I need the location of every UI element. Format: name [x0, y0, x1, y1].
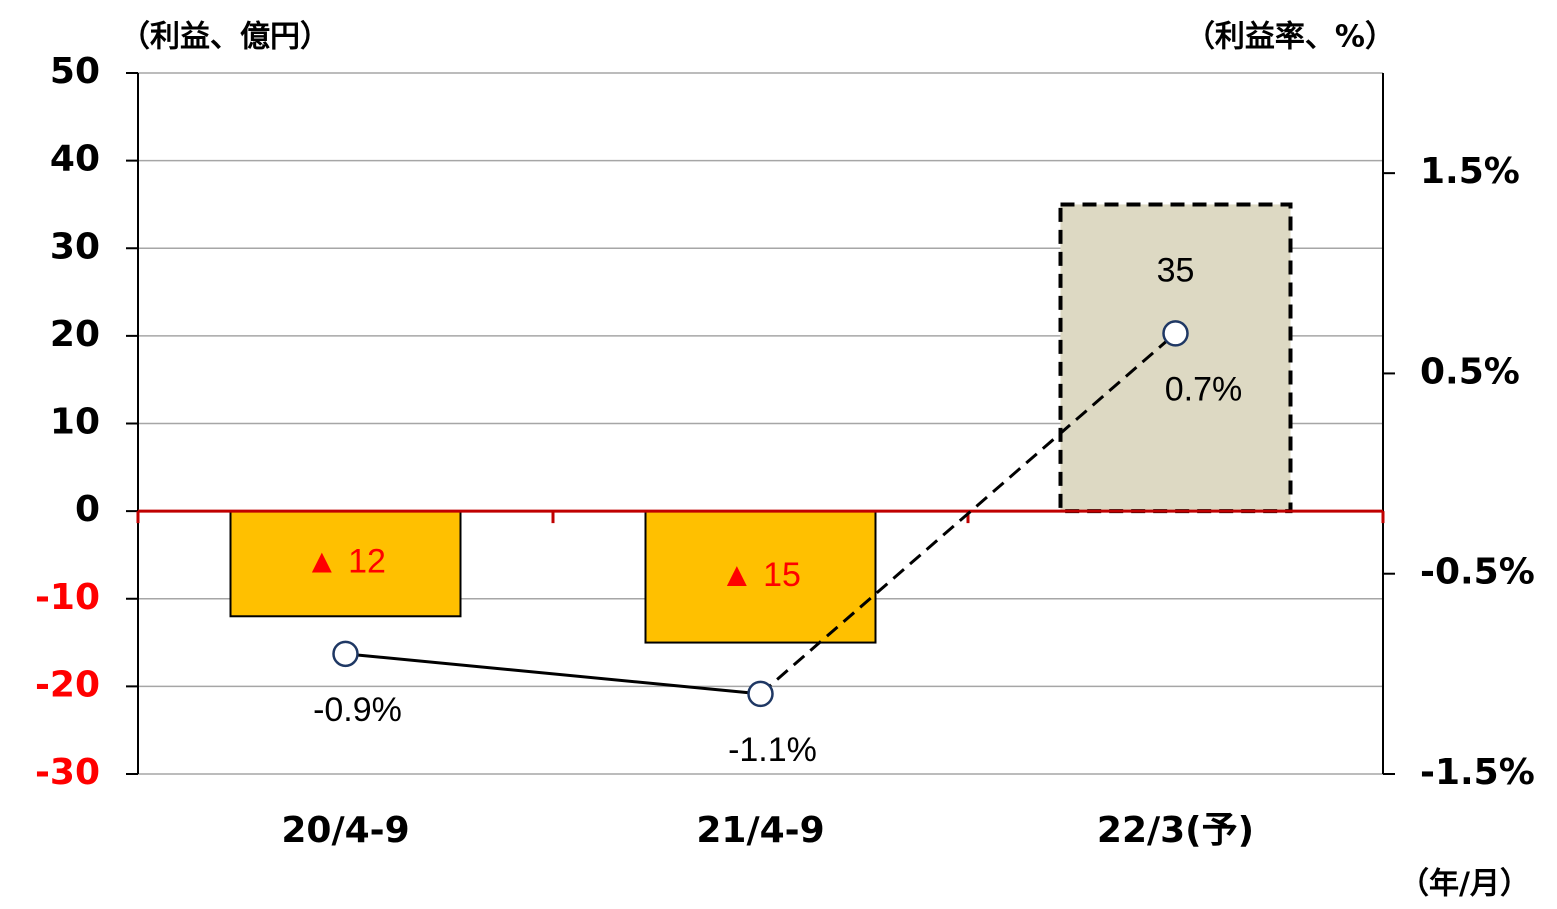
y-tick-label: 20: [50, 314, 100, 355]
y-tick-label: -20: [35, 664, 100, 705]
line-segment: [759, 332, 1177, 696]
x-tick-label: 21/4-9: [696, 810, 824, 851]
line-value-label: 0.7%: [1165, 370, 1243, 408]
y2-tick-label: -1.5%: [1420, 752, 1535, 793]
y-tick-label: 0: [75, 489, 100, 530]
y2-tick-label: -0.5%: [1420, 552, 1535, 593]
y2-tick-label: 1.5%: [1420, 151, 1520, 192]
y-tick-label: 50: [50, 51, 100, 92]
y-tick-label: -10: [35, 577, 100, 618]
bar-value-label: ▲ 15: [720, 556, 801, 594]
line-marker: [1162, 320, 1189, 347]
x-axis-label: （年/月）: [1399, 867, 1530, 902]
y2-tick-label: 0.5%: [1420, 351, 1520, 392]
bar: [229, 510, 462, 618]
y-tick-label: 30: [50, 226, 100, 267]
y-tick-label: 40: [50, 139, 100, 180]
line-segment: [345, 652, 761, 696]
line-marker: [332, 640, 359, 668]
line-value-label: -1.1%: [728, 731, 817, 769]
bar: [644, 510, 877, 644]
y-tick-label: -30: [35, 752, 100, 793]
x-tick-label: 22/3(予): [1097, 810, 1254, 851]
y2-axis-label: （利益率、%）: [1185, 20, 1395, 55]
y-axis-label: （利益、億円）: [120, 20, 330, 55]
y-tick-label: 10: [50, 402, 100, 443]
line-marker: [747, 680, 774, 708]
x-tick-label: 20/4-9: [281, 810, 409, 851]
bar-value-label: ▲ 12: [305, 543, 386, 581]
bar-value-label: 35: [1157, 251, 1195, 289]
line-value-label: -0.9%: [313, 691, 402, 729]
